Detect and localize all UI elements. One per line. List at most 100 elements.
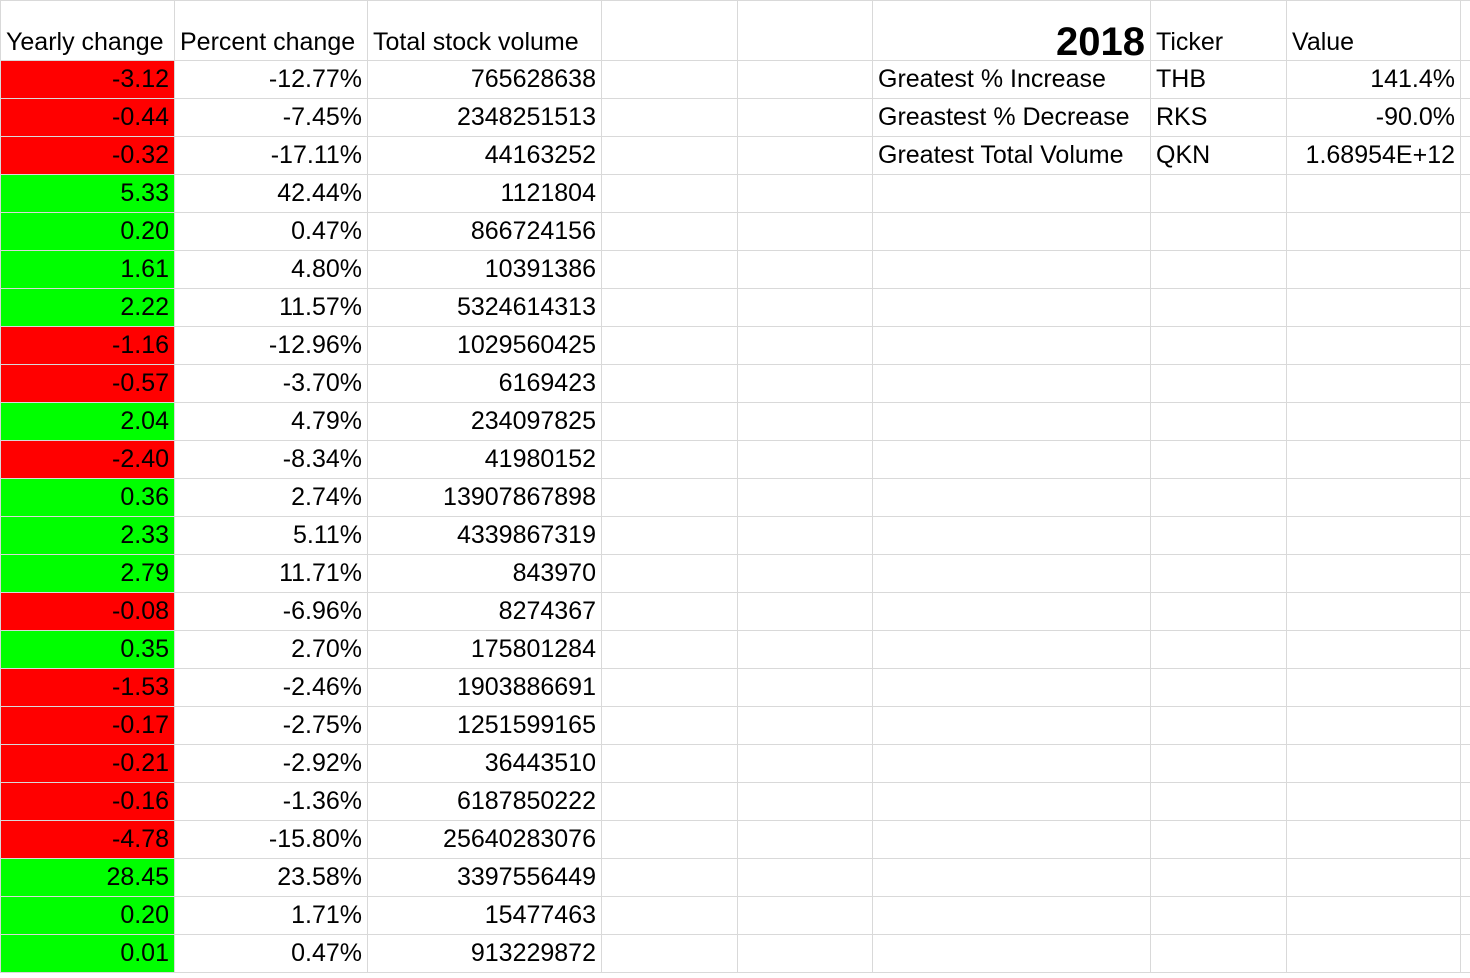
empty-cell[interactable] bbox=[1150, 668, 1287, 707]
value-header-cell[interactable]: Value bbox=[1286, 0, 1461, 61]
empty-cell[interactable] bbox=[1460, 744, 1470, 783]
empty-cell[interactable] bbox=[737, 288, 873, 327]
empty-cell[interactable] bbox=[601, 820, 738, 859]
empty-cell[interactable] bbox=[1286, 706, 1461, 745]
empty-cell[interactable] bbox=[1150, 630, 1287, 669]
empty-cell[interactable] bbox=[872, 820, 1151, 859]
empty-cell[interactable] bbox=[1150, 554, 1287, 593]
empty-cell[interactable] bbox=[601, 516, 738, 555]
empty-cell[interactable] bbox=[737, 744, 873, 783]
total-volume-cell[interactable]: 3397556449 bbox=[367, 858, 602, 897]
empty-cell[interactable] bbox=[872, 896, 1151, 935]
yearly-change-cell[interactable]: -0.21 bbox=[0, 744, 175, 783]
empty-cell[interactable] bbox=[1460, 858, 1470, 897]
total-volume-cell[interactable]: 1903886691 bbox=[367, 668, 602, 707]
percent-change-cell[interactable]: -17.11% bbox=[174, 136, 368, 175]
empty-cell[interactable] bbox=[601, 364, 738, 403]
empty-cell[interactable] bbox=[1460, 478, 1470, 517]
empty-cell[interactable] bbox=[872, 212, 1151, 251]
empty-cell[interactable] bbox=[601, 706, 738, 745]
empty-cell[interactable] bbox=[872, 326, 1151, 365]
empty-cell[interactable] bbox=[737, 896, 873, 935]
empty-cell[interactable] bbox=[1286, 364, 1461, 403]
percent-change-cell[interactable]: 4.80% bbox=[174, 250, 368, 289]
empty-cell[interactable] bbox=[1286, 440, 1461, 479]
percent-change-cell[interactable]: -12.77% bbox=[174, 60, 368, 99]
total-volume-cell[interactable]: 4339867319 bbox=[367, 516, 602, 555]
total-volume-header-cell[interactable]: Total stock volume bbox=[367, 0, 602, 61]
empty-cell[interactable] bbox=[1460, 288, 1470, 327]
summary-value-cell[interactable]: -90.0% bbox=[1286, 98, 1461, 137]
empty-cell[interactable] bbox=[872, 440, 1151, 479]
percent-change-header-cell[interactable]: Percent change bbox=[174, 0, 368, 61]
empty-cell[interactable] bbox=[872, 288, 1151, 327]
yearly-change-cell[interactable]: -1.53 bbox=[0, 668, 175, 707]
empty-cell[interactable] bbox=[1460, 174, 1470, 213]
total-volume-cell[interactable]: 41980152 bbox=[367, 440, 602, 479]
empty-cell[interactable] bbox=[1460, 364, 1470, 403]
percent-change-cell[interactable]: -2.46% bbox=[174, 668, 368, 707]
empty-cell[interactable] bbox=[872, 516, 1151, 555]
yearly-change-cell[interactable]: 1.61 bbox=[0, 250, 175, 289]
summary-value-cell[interactable]: 141.4% bbox=[1286, 60, 1461, 99]
empty-cell[interactable] bbox=[737, 326, 873, 365]
empty-cell[interactable] bbox=[1286, 402, 1461, 441]
empty-cell[interactable] bbox=[1460, 60, 1470, 99]
empty-cell[interactable] bbox=[872, 782, 1151, 821]
summary-ticker-cell[interactable]: THB bbox=[1150, 60, 1287, 99]
empty-cell[interactable] bbox=[737, 516, 873, 555]
empty-cell[interactable] bbox=[872, 934, 1151, 973]
empty-cell[interactable] bbox=[737, 478, 873, 517]
total-volume-cell[interactable]: 15477463 bbox=[367, 896, 602, 935]
empty-cell[interactable] bbox=[737, 820, 873, 859]
summary-ticker-cell[interactable]: RKS bbox=[1150, 98, 1287, 137]
percent-change-cell[interactable]: 23.58% bbox=[174, 858, 368, 897]
empty-cell[interactable] bbox=[601, 402, 738, 441]
empty-cell[interactable] bbox=[737, 440, 873, 479]
empty-cell[interactable] bbox=[872, 364, 1151, 403]
empty-cell[interactable] bbox=[872, 668, 1151, 707]
empty-cell[interactable] bbox=[737, 212, 873, 251]
total-volume-cell[interactable]: 843970 bbox=[367, 554, 602, 593]
empty-cell[interactable] bbox=[737, 174, 873, 213]
percent-change-cell[interactable]: 5.11% bbox=[174, 516, 368, 555]
yearly-change-cell[interactable]: 2.33 bbox=[0, 516, 175, 555]
total-volume-cell[interactable]: 2348251513 bbox=[367, 98, 602, 137]
yearly-change-cell[interactable]: -0.44 bbox=[0, 98, 175, 137]
year-title-cell[interactable]: 2018 bbox=[872, 0, 1151, 61]
total-volume-cell[interactable]: 175801284 bbox=[367, 630, 602, 669]
empty-cell[interactable] bbox=[1286, 250, 1461, 289]
empty-cell[interactable] bbox=[1150, 896, 1287, 935]
empty-cell[interactable] bbox=[601, 744, 738, 783]
empty-cell[interactable] bbox=[1286, 516, 1461, 555]
percent-change-cell[interactable]: 2.70% bbox=[174, 630, 368, 669]
empty-cell[interactable] bbox=[1286, 326, 1461, 365]
empty-cell[interactable] bbox=[872, 744, 1151, 783]
empty-cell[interactable] bbox=[1460, 820, 1470, 859]
total-volume-cell[interactable]: 234097825 bbox=[367, 402, 602, 441]
percent-change-cell[interactable]: 1.71% bbox=[174, 896, 368, 935]
empty-cell[interactable] bbox=[1460, 250, 1470, 289]
yearly-change-cell[interactable]: -4.78 bbox=[0, 820, 175, 859]
yearly-change-cell[interactable]: 2.79 bbox=[0, 554, 175, 593]
empty-cell[interactable] bbox=[1460, 98, 1470, 137]
yearly-change-cell[interactable]: 5.33 bbox=[0, 174, 175, 213]
empty-cell[interactable] bbox=[737, 630, 873, 669]
empty-cell[interactable] bbox=[601, 858, 738, 897]
percent-change-cell[interactable]: -3.70% bbox=[174, 364, 368, 403]
empty-cell[interactable] bbox=[1286, 820, 1461, 859]
empty-cell[interactable] bbox=[737, 782, 873, 821]
empty-cell[interactable] bbox=[1150, 858, 1287, 897]
empty-cell[interactable] bbox=[1286, 592, 1461, 631]
total-volume-cell[interactable]: 913229872 bbox=[367, 934, 602, 973]
percent-change-cell[interactable]: 2.74% bbox=[174, 478, 368, 517]
empty-cell[interactable] bbox=[1286, 630, 1461, 669]
empty-cell[interactable] bbox=[601, 440, 738, 479]
empty-cell[interactable] bbox=[1460, 896, 1470, 935]
empty-cell[interactable] bbox=[872, 174, 1151, 213]
yearly-change-cell[interactable]: -0.17 bbox=[0, 706, 175, 745]
empty-cell[interactable] bbox=[1460, 440, 1470, 479]
empty-cell[interactable] bbox=[601, 592, 738, 631]
total-volume-cell[interactable]: 8274367 bbox=[367, 592, 602, 631]
yearly-change-cell[interactable]: -0.32 bbox=[0, 136, 175, 175]
